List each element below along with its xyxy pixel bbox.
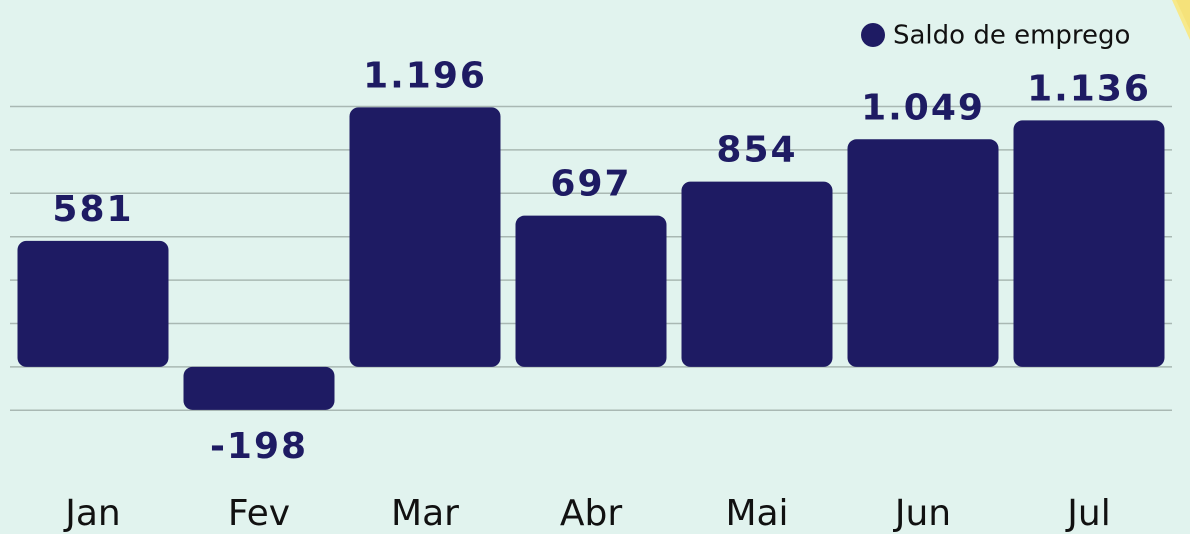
value-label: 1.196 <box>363 55 487 96</box>
bar <box>847 139 999 367</box>
x-tick-label: Mai <box>725 493 788 534</box>
legend-label: Saldo de emprego <box>893 21 1130 51</box>
bar <box>17 240 169 367</box>
bar <box>349 107 501 367</box>
decoration-stripe <box>1176 0 1190 30</box>
value-label: 1.049 <box>861 87 985 128</box>
value-label: -198 <box>210 426 308 467</box>
bar <box>681 181 833 367</box>
x-tick-label: Fev <box>228 493 290 534</box>
x-tick-label: Abr <box>560 493 622 534</box>
value-label: 1.136 <box>1027 68 1151 109</box>
value-label: 854 <box>716 130 797 171</box>
bar <box>1013 120 1165 367</box>
x-tick-label: Jun <box>893 493 951 534</box>
bar <box>515 215 667 367</box>
x-tick-label: Mar <box>391 493 459 534</box>
value-label: 697 <box>550 164 631 205</box>
value-label: 581 <box>52 189 133 230</box>
x-tick-label: Jul <box>1065 493 1110 534</box>
legend-marker <box>861 23 885 47</box>
bar <box>183 366 335 410</box>
x-tick-label: Jan <box>63 493 121 534</box>
